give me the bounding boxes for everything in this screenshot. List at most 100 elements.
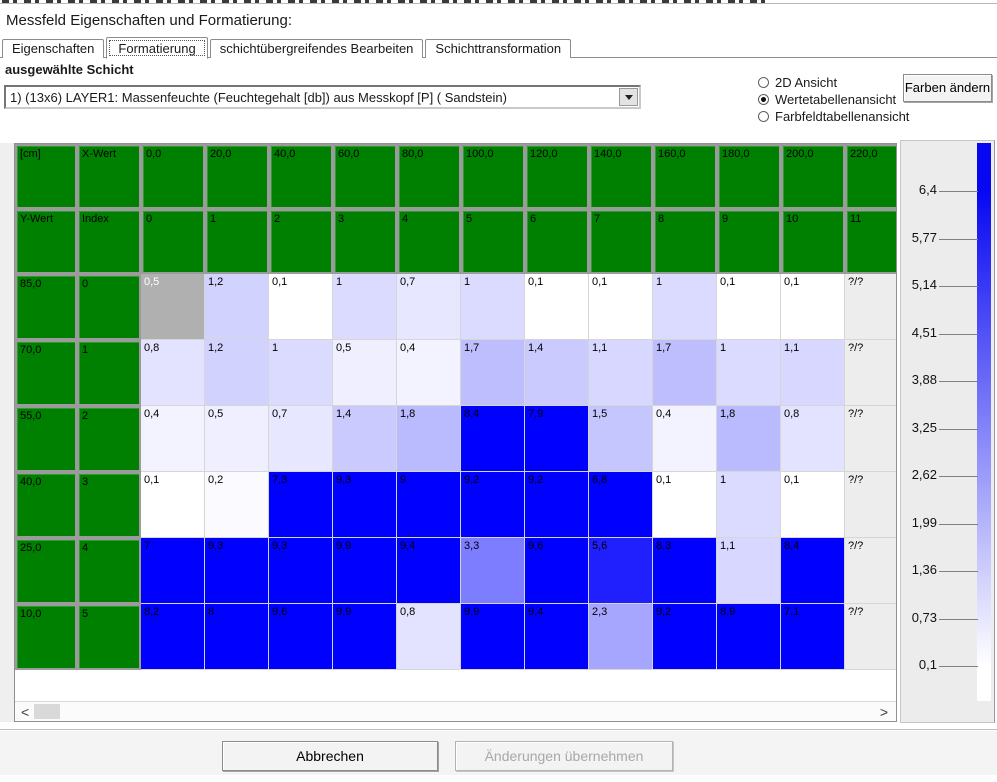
scale-tick-label: 0,73 — [911, 609, 937, 625]
data-cell[interactable]: 0,4 — [141, 406, 205, 472]
data-cell[interactable]: 9,4 — [397, 538, 461, 604]
corner-ywert-cell: Y-Wert — [15, 209, 77, 274]
data-cell[interactable]: 1,5 — [589, 406, 653, 472]
combobox-dropdown-button[interactable] — [619, 88, 638, 106]
data-cell[interactable]: 9,4 — [525, 604, 589, 670]
data-cell[interactable]: 0,1 — [717, 274, 781, 340]
data-cell[interactable]: 0,8 — [141, 340, 205, 406]
data-cell[interactable]: 9,6 — [269, 604, 333, 670]
data-cell[interactable]: 1 — [461, 274, 525, 340]
data-cell[interactable]: 9,3 — [205, 538, 269, 604]
layer-select-value: 1) (13x6) LAYER1: Massenfeuchte (Feuchte… — [10, 90, 507, 105]
data-cell[interactable]: 0,5 — [333, 340, 397, 406]
data-cell[interactable]: 1,2 — [205, 274, 269, 340]
data-cell[interactable]: 1,4 — [525, 340, 589, 406]
y-value-header-cell: 25,0 — [15, 538, 77, 604]
data-cell[interactable]: 1 — [333, 274, 397, 340]
data-cell[interactable]: 0,7 — [269, 406, 333, 472]
y-index-header-cell: 4 — [77, 538, 141, 604]
data-cell[interactable]: 2,3 — [589, 604, 653, 670]
data-cell[interactable]: 7,3 — [269, 472, 333, 538]
data-cell[interactable]: ?/? — [845, 604, 896, 670]
data-cell[interactable]: 0,1 — [269, 274, 333, 340]
data-cell[interactable]: 1,1 — [781, 340, 845, 406]
data-cell[interactable]: 7,1 — [781, 604, 845, 670]
data-cell[interactable]: ?/? — [845, 538, 896, 604]
data-cell[interactable]: 1 — [653, 274, 717, 340]
data-cell[interactable]: 1,7 — [653, 340, 717, 406]
data-cell[interactable]: ?/? — [845, 472, 896, 538]
data-cell[interactable]: 3,3 — [461, 538, 525, 604]
data-cell[interactable]: 7,9 — [525, 406, 589, 472]
data-cell[interactable]: 8,9 — [717, 604, 781, 670]
data-cell[interactable]: 9,9 — [333, 604, 397, 670]
layer-select-combobox[interactable]: 1) (13x6) LAYER1: Massenfeuchte (Feuchte… — [4, 85, 641, 109]
data-cell[interactable]: 1,1 — [589, 340, 653, 406]
scale-tick-label: 3,88 — [911, 372, 937, 387]
data-cell[interactable]: 0,1 — [653, 472, 717, 538]
data-cell[interactable]: 7 — [141, 538, 205, 604]
data-cell[interactable]: 9,9 — [333, 538, 397, 604]
data-cell[interactable]: ?/? — [845, 340, 896, 406]
data-cell[interactable]: 8,2 — [141, 604, 205, 670]
data-cell[interactable]: 1 — [269, 340, 333, 406]
data-cell[interactable]: 1,4 — [333, 406, 397, 472]
scrollbar-thumb[interactable] — [34, 704, 60, 719]
data-cell[interactable]: 0,5 — [205, 406, 269, 472]
data-cell[interactable]: 1,8 — [397, 406, 461, 472]
data-cell-selected[interactable]: 0,5 — [141, 274, 205, 340]
scale-tick-label: 5,14 — [911, 277, 937, 292]
data-cell[interactable]: 8,4 — [461, 406, 525, 472]
data-cell[interactable]: 9,6 — [525, 538, 589, 604]
change-colors-button[interactable]: Farben ändern — [903, 74, 992, 102]
data-cell[interactable]: 5,6 — [589, 538, 653, 604]
tab-schichtübergreifendes-bearbeiten[interactable]: schichtübergreifendes Bearbeiten — [209, 39, 424, 58]
scroll-right-arrow-icon[interactable]: > — [879, 704, 888, 720]
data-cell[interactable]: 9 — [397, 472, 461, 538]
data-cell[interactable]: 9,2 — [525, 472, 589, 538]
radio-2d-ansicht[interactable]: 2D Ansicht — [758, 74, 909, 91]
data-cell[interactable]: 8,4 — [781, 538, 845, 604]
data-cell[interactable]: ?/? — [845, 406, 896, 472]
data-cell[interactable]: 9,9 — [461, 604, 525, 670]
data-cell[interactable]: 0,4 — [397, 340, 461, 406]
data-cell[interactable]: 1 — [717, 472, 781, 538]
data-cell[interactable]: 0,8 — [397, 604, 461, 670]
data-cell[interactable]: 0,2 — [205, 472, 269, 538]
cancel-button[interactable]: Abbrechen — [222, 741, 438, 771]
data-cell[interactable]: 0,1 — [589, 274, 653, 340]
radio-selected-icon[interactable] — [758, 94, 769, 105]
data-cell[interactable]: 1,2 — [205, 340, 269, 406]
data-cell[interactable]: 0,1 — [141, 472, 205, 538]
data-cell[interactable]: 8,3 — [653, 538, 717, 604]
data-cell[interactable]: 1,8 — [717, 406, 781, 472]
tab-formatierung[interactable]: Formatierung — [106, 37, 208, 59]
data-cell[interactable]: 0,7 — [397, 274, 461, 340]
radio-unselected-icon[interactable] — [758, 77, 769, 88]
radio-unselected-icon[interactable] — [758, 111, 769, 122]
data-cell[interactable]: 1,7 — [461, 340, 525, 406]
radio-farbfeldtabellenansicht[interactable]: Farbfeldtabellenansicht — [758, 108, 909, 125]
data-cell[interactable]: 0,4 — [653, 406, 717, 472]
data-cell[interactable]: 0,8 — [781, 406, 845, 472]
data-cell[interactable]: 0,1 — [781, 274, 845, 340]
data-cell[interactable]: 9,3 — [269, 538, 333, 604]
data-cell[interactable]: 1 — [717, 340, 781, 406]
radio-wertetabellenansicht[interactable]: Wertetabellenansicht — [758, 91, 909, 108]
data-cell[interactable]: ?/? — [845, 274, 896, 340]
horizontal-scrollbar[interactable]: < > — [15, 701, 896, 721]
apply-changes-button[interactable]: Änderungen übernehmen — [455, 741, 673, 771]
data-cell[interactable]: 9,2 — [461, 472, 525, 538]
tab-eigenschaften[interactable]: Eigenschaften — [2, 39, 105, 58]
data-cell[interactable]: 0,1 — [781, 472, 845, 538]
data-cell[interactable]: 9,3 — [333, 472, 397, 538]
data-cell[interactable]: 1,1 — [717, 538, 781, 604]
data-cell[interactable]: 8 — [205, 604, 269, 670]
data-cell[interactable]: 0,1 — [525, 274, 589, 340]
data-cell[interactable]: 6,8 — [589, 472, 653, 538]
scroll-left-arrow-icon[interactable]: < — [21, 704, 30, 720]
y-index-header-cell: 5 — [77, 604, 141, 670]
data-cell[interactable]: 9,2 — [653, 604, 717, 670]
tab-schichttransformation[interactable]: Schichttransformation — [425, 39, 572, 58]
scale-tick-label: 2,62 — [911, 467, 937, 482]
